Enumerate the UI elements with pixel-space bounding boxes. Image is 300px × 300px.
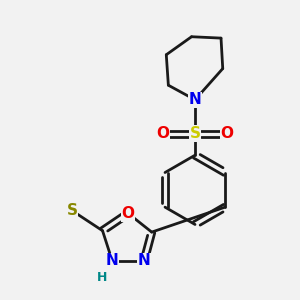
Text: S: S — [190, 126, 200, 141]
Text: N: N — [106, 253, 118, 268]
Text: O: O — [156, 126, 169, 141]
Text: O: O — [122, 206, 135, 221]
Text: O: O — [221, 126, 234, 141]
Text: S: S — [67, 203, 78, 218]
Text: N: N — [189, 92, 201, 107]
Text: N: N — [138, 253, 151, 268]
Text: H: H — [98, 271, 108, 284]
